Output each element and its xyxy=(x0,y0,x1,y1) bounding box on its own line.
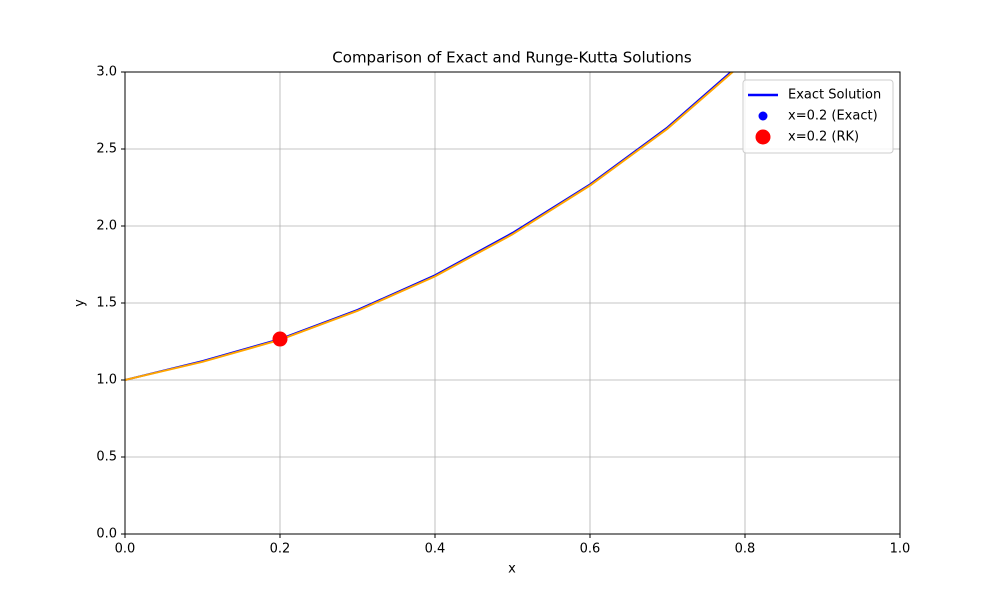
chart-title: Comparison of Exact and Runge-Kutta Solu… xyxy=(332,49,692,67)
x-tick-label: 0.4 xyxy=(425,542,446,557)
y-tick-label: 0.0 xyxy=(96,527,117,542)
legend-label: Exact Solution xyxy=(788,88,881,103)
y-tick-label: 1.5 xyxy=(96,296,117,311)
plot-area xyxy=(125,72,735,381)
legend-label: x=0.2 (RK) xyxy=(788,130,859,145)
legend-label: x=0.2 (Exact) xyxy=(788,109,878,124)
x-tick-label: 0.6 xyxy=(580,542,601,557)
legend-box xyxy=(742,79,894,154)
x-tick-label: 0.8 xyxy=(735,542,756,557)
highlight-point xyxy=(272,331,288,347)
y-tick-label: 2.5 xyxy=(96,142,117,157)
series-line xyxy=(125,72,735,381)
y-tick-label: 2.0 xyxy=(96,219,117,234)
legend-swatch xyxy=(755,129,771,145)
y-tick-label: 0.5 xyxy=(96,450,117,465)
x-axis-label: x xyxy=(508,562,516,577)
x-tick-label: 0.2 xyxy=(270,542,291,557)
x-tick-label: 1.0 xyxy=(890,542,911,557)
legend: Exact Solution x=0.2 (Exact) x=0.2 (RK) xyxy=(742,79,894,154)
y-tick-label: 3.0 xyxy=(96,65,117,80)
y-axis-label: y xyxy=(73,299,88,307)
legend-swatch xyxy=(758,111,768,121)
y-tick-label: 1.0 xyxy=(96,373,117,388)
x-tick-label: 0.0 xyxy=(115,542,136,557)
